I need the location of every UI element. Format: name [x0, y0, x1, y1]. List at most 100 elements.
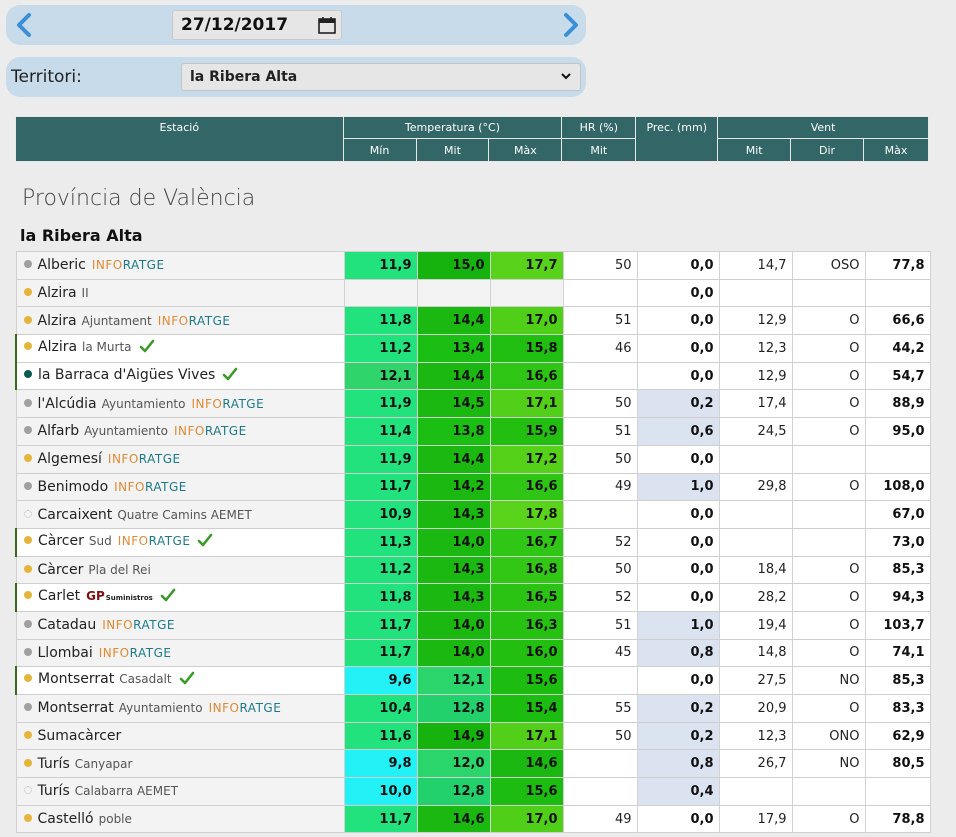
- station-name[interactable]: Algemesí: [37, 451, 102, 468]
- wind-dir-cell: [792, 278, 866, 307]
- station-status-dot-icon: [23, 454, 32, 463]
- calendar-icon[interactable]: [318, 17, 336, 34]
- temp-mit-cell: 14,9: [417, 721, 491, 750]
- station-cell[interactable]: Catadau INFORATGE: [15, 610, 345, 640]
- header-prec[interactable]: Prec. (mm): [635, 116, 719, 162]
- wind-dir-cell: O: [792, 583, 866, 612]
- station-name[interactable]: Castelló: [37, 811, 94, 828]
- header-temp-mit[interactable]: Mit: [415, 138, 490, 162]
- station-name[interactable]: l'Alcúdia: [37, 395, 97, 412]
- temp-mit-cell: 14,0: [417, 527, 491, 557]
- station-cell[interactable]: Càrcer Pla del Rei: [15, 555, 345, 584]
- wind-mit-cell: 17,9: [719, 804, 793, 833]
- station-subname: Ayuntamiento: [84, 424, 168, 439]
- station-name[interactable]: Montserrat: [37, 700, 114, 717]
- wind-max-cell: 54,7: [865, 361, 931, 390]
- station-cell[interactable]: Montserrat Casadalt: [15, 666, 345, 695]
- station-cell[interactable]: la Barraca d'Aigües Vives: [15, 361, 345, 390]
- station-status-dot-icon: [23, 564, 32, 573]
- station-cell[interactable]: Sumacàrcer: [15, 721, 345, 750]
- territory-select[interactable]: la Ribera Alta: [181, 63, 581, 91]
- station-cell[interactable]: Carcaixent Quatre Camins AEMET: [15, 500, 345, 529]
- prec-cell: 0,0: [637, 527, 720, 557]
- hr-cell: 50: [563, 389, 638, 418]
- station-cell[interactable]: Alzira II: [15, 278, 345, 307]
- prec-cell: 1,0: [637, 472, 720, 501]
- station-name[interactable]: Càrcer: [38, 532, 84, 549]
- header-temp-min[interactable]: Mín: [342, 138, 417, 162]
- station-subname: Ayuntamiento: [101, 396, 186, 411]
- header-vent-mit[interactable]: Mit: [717, 138, 792, 162]
- station-name[interactable]: Turís: [37, 755, 70, 772]
- wind-mit-cell: 12,3: [719, 721, 793, 750]
- station-cell[interactable]: Alzira Ajuntament INFORATGE: [15, 306, 345, 335]
- header-estacio[interactable]: Estació: [15, 116, 344, 162]
- temp-min-cell: 11,7: [344, 804, 418, 833]
- prec-cell: 0,0: [637, 555, 720, 584]
- station-name[interactable]: Llombai: [37, 644, 93, 661]
- station-name[interactable]: Catadau: [37, 617, 97, 634]
- temp-mit-cell: 14,4: [417, 361, 491, 390]
- table-row: la Barraca d'Aigües Vives 12,1 14,4 16,6 0,0…: [15, 361, 931, 390]
- temp-min-cell: 11,9: [344, 444, 418, 473]
- date-value: 27/12/2017: [181, 15, 289, 35]
- temp-min-cell: 11,7: [344, 638, 418, 667]
- territory-label: Territori:: [11, 67, 82, 87]
- station-cell[interactable]: Alzira la Murta: [15, 334, 345, 363]
- station-name[interactable]: Carlet: [38, 588, 81, 605]
- next-day-arrow-icon[interactable]: [557, 12, 583, 38]
- wind-dir-cell: OSO: [792, 251, 866, 280]
- wind-mit-cell: 26,7: [719, 749, 793, 778]
- hr-cell: 51: [563, 610, 638, 640]
- station-subname: Quatre Camins AEMET: [117, 507, 252, 522]
- previous-day-arrow-icon[interactable]: [12, 12, 38, 38]
- temp-min-cell: 10,0: [344, 777, 418, 806]
- header-hr-mit[interactable]: Mit: [561, 138, 637, 162]
- station-subname: Ajuntament: [81, 313, 152, 328]
- station-cell[interactable]: Algemesí INFORATGE: [15, 444, 345, 473]
- station-status-dot-icon: [23, 315, 32, 324]
- station-name[interactable]: Montserrat: [38, 671, 115, 688]
- inforatge-logo-icon: INFORATGE: [114, 479, 187, 494]
- header-vent-dir[interactable]: Dir: [790, 138, 864, 162]
- station-cell[interactable]: Castelló poble: [15, 804, 345, 833]
- station-name[interactable]: Carcaixent: [37, 506, 113, 523]
- header-vent-max[interactable]: Màx: [863, 138, 929, 162]
- station-cell[interactable]: Turís Calabarra AEMET: [15, 777, 345, 806]
- table-header: Estació Temperatura (°C) HR (%) Prec. (m…: [15, 116, 929, 162]
- date-input[interactable]: 27/12/2017: [172, 10, 342, 40]
- station-name[interactable]: Turís: [37, 783, 70, 800]
- station-name[interactable]: Alzira: [37, 312, 77, 329]
- station-name[interactable]: Alberic: [37, 257, 86, 274]
- station-name[interactable]: Alzira: [37, 285, 77, 302]
- station-name[interactable]: Càrcer: [37, 561, 84, 578]
- station-cell[interactable]: Càrcer Sud INFORATGE: [15, 527, 345, 557]
- hr-cell: 46: [563, 334, 638, 363]
- station-status-dot-icon: [24, 591, 32, 600]
- station-subname: Sud: [88, 533, 112, 548]
- station-cell[interactable]: Alfarb Ayuntamiento INFORATGE: [15, 417, 345, 446]
- header-temp-max[interactable]: Màx: [488, 138, 563, 162]
- station-name[interactable]: Benimodo: [37, 478, 109, 495]
- wind-mit-cell: 24,5: [719, 417, 793, 446]
- station-cell[interactable]: Carlet GPSuministros: [15, 583, 345, 612]
- station-cell[interactable]: Llombai INFORATGE: [15, 638, 345, 667]
- territory-bar: Territori: la Ribera Alta: [6, 57, 586, 97]
- station-name[interactable]: Alfarb: [37, 423, 80, 440]
- wind-max-cell: 94,3: [865, 583, 931, 612]
- wind-dir-cell: O: [792, 638, 866, 667]
- wind-max-cell: 80,5: [865, 749, 931, 778]
- station-subname: la Murta: [82, 339, 132, 354]
- prec-cell: 0,0: [637, 804, 720, 833]
- station-cell[interactable]: Benimodo INFORATGE: [15, 472, 345, 501]
- station-cell[interactable]: Montserrat Ayuntamiento INFORATGE: [15, 694, 345, 723]
- station-name[interactable]: la Barraca d'Aigües Vives: [38, 366, 216, 383]
- prec-cell: 0,0: [637, 361, 720, 390]
- station-cell[interactable]: l'Alcúdia Ayuntamiento INFORATGE: [15, 389, 345, 418]
- station-cell[interactable]: Alberic INFORATGE: [15, 251, 345, 280]
- station-cell[interactable]: Turís Canyapar: [15, 749, 345, 778]
- temp-max-cell: 16,7: [490, 527, 564, 557]
- temp-mit-cell: 12,0: [417, 749, 491, 778]
- station-name[interactable]: Sumacàrcer: [37, 728, 122, 745]
- station-name[interactable]: Alzira: [38, 338, 78, 355]
